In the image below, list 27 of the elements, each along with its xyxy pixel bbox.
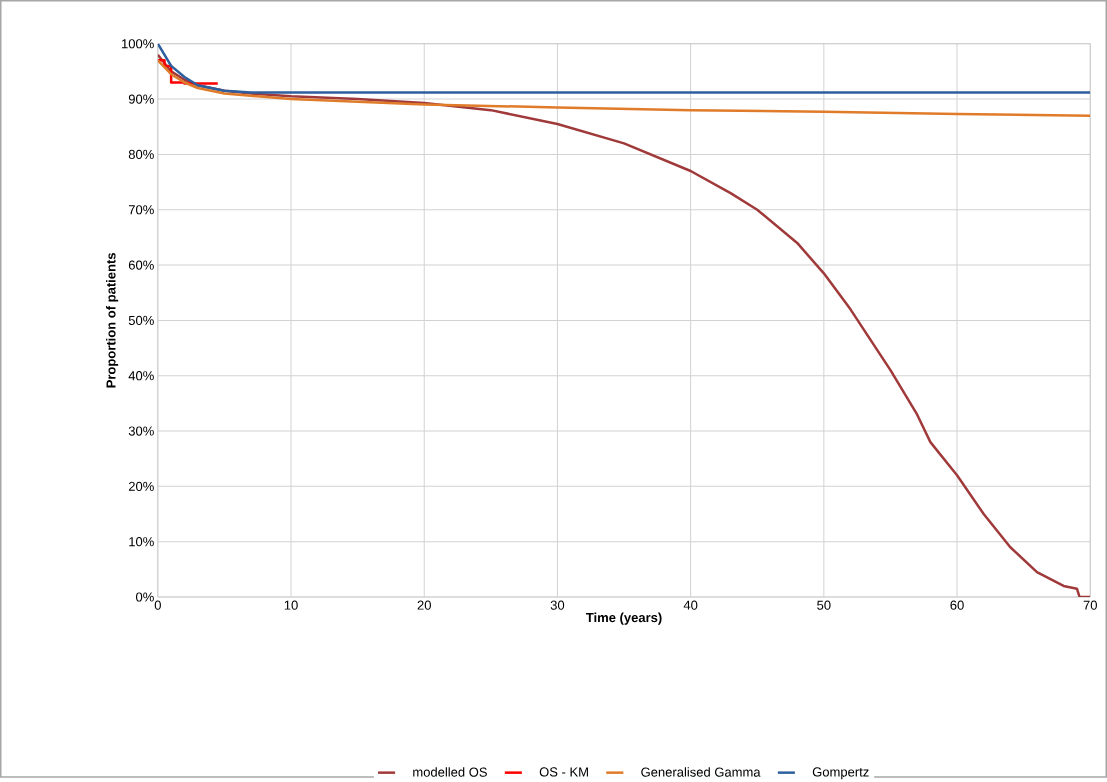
x-tick-label: 40	[683, 600, 698, 610]
y-tick-label: 10%	[129, 537, 154, 547]
line-series	[157, 43, 1091, 94]
y-tick-label: 30%	[128, 426, 154, 436]
x-tick-label: 70	[1083, 600, 1097, 610]
y-tick-label: 60%	[128, 260, 154, 270]
x-tick-label: 30	[550, 600, 565, 610]
x-tick-label: 10	[284, 600, 298, 610]
legend-label: Generalised Gamma	[641, 767, 761, 777]
y-axis-title: Proportion of patients	[106, 252, 119, 388]
line-series	[157, 59, 1091, 117]
y-tick-label: 80%	[128, 149, 154, 159]
y-tick-label: 40%	[128, 371, 154, 381]
legend-label: modelled OS	[413, 767, 487, 777]
x-axis-title: Time (years)	[585, 612, 662, 625]
y-tick-label: 50%	[128, 315, 154, 325]
y-tick-label: 70%	[128, 205, 154, 215]
x-tick-label: 60	[950, 600, 964, 610]
y-tick-label: 20%	[128, 481, 154, 491]
x-tick-label: 20	[417, 600, 431, 610]
x-tick-label: 50	[817, 600, 831, 610]
y-tick-label: 100%	[122, 39, 154, 49]
legend-label: OS - KM	[539, 767, 588, 777]
legend-label: Gompertz	[812, 767, 869, 780]
y-tick-label: 90%	[128, 94, 154, 104]
x-tick-label: 0	[154, 600, 161, 610]
y-tick-label: 0%	[136, 592, 154, 602]
